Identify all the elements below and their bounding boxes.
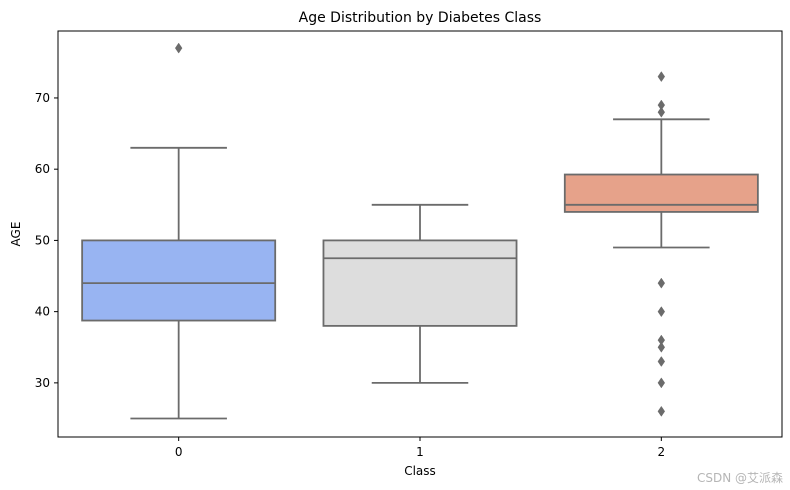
x-tick-label: 1 <box>416 445 424 459</box>
x-tick-label: 2 <box>658 445 666 459</box>
outlier-point <box>174 42 183 54</box>
box-class-1 <box>322 203 518 384</box>
outlier-point <box>657 277 666 289</box>
outlier-point <box>657 306 666 318</box>
chart-title: Age Distribution by Diabetes Class <box>299 10 542 26</box>
outlier-point <box>657 356 666 367</box>
outlier-point <box>657 377 666 389</box>
outlier-point <box>657 106 666 118</box>
y-tick-label: 30 <box>35 376 50 390</box>
iqr-box <box>322 239 518 327</box>
y-tick-label: 50 <box>35 233 50 247</box>
y-tick-label: 70 <box>35 91 50 105</box>
y-axis-label: AGE <box>9 222 23 247</box>
outlier-point <box>657 71 666 83</box>
x-axis-label: Class <box>404 464 436 478</box>
box-class-2 <box>563 71 759 417</box>
outlier-point <box>657 341 666 353</box>
x-axis: 0 1 2 <box>175 437 665 459</box>
iqr-box <box>563 173 759 213</box>
y-axis: 30 40 50 60 70 <box>35 91 58 390</box>
x-tick-label: 0 <box>175 445 183 459</box>
box-class-0 <box>81 42 277 420</box>
iqr-box <box>81 239 277 322</box>
y-tick-label: 60 <box>35 162 50 176</box>
y-tick-label: 40 <box>35 305 50 319</box>
outlier-point <box>657 405 666 417</box>
plot-area <box>81 42 759 420</box>
watermark-text: CSDN @艾派森 <box>697 470 783 485</box>
